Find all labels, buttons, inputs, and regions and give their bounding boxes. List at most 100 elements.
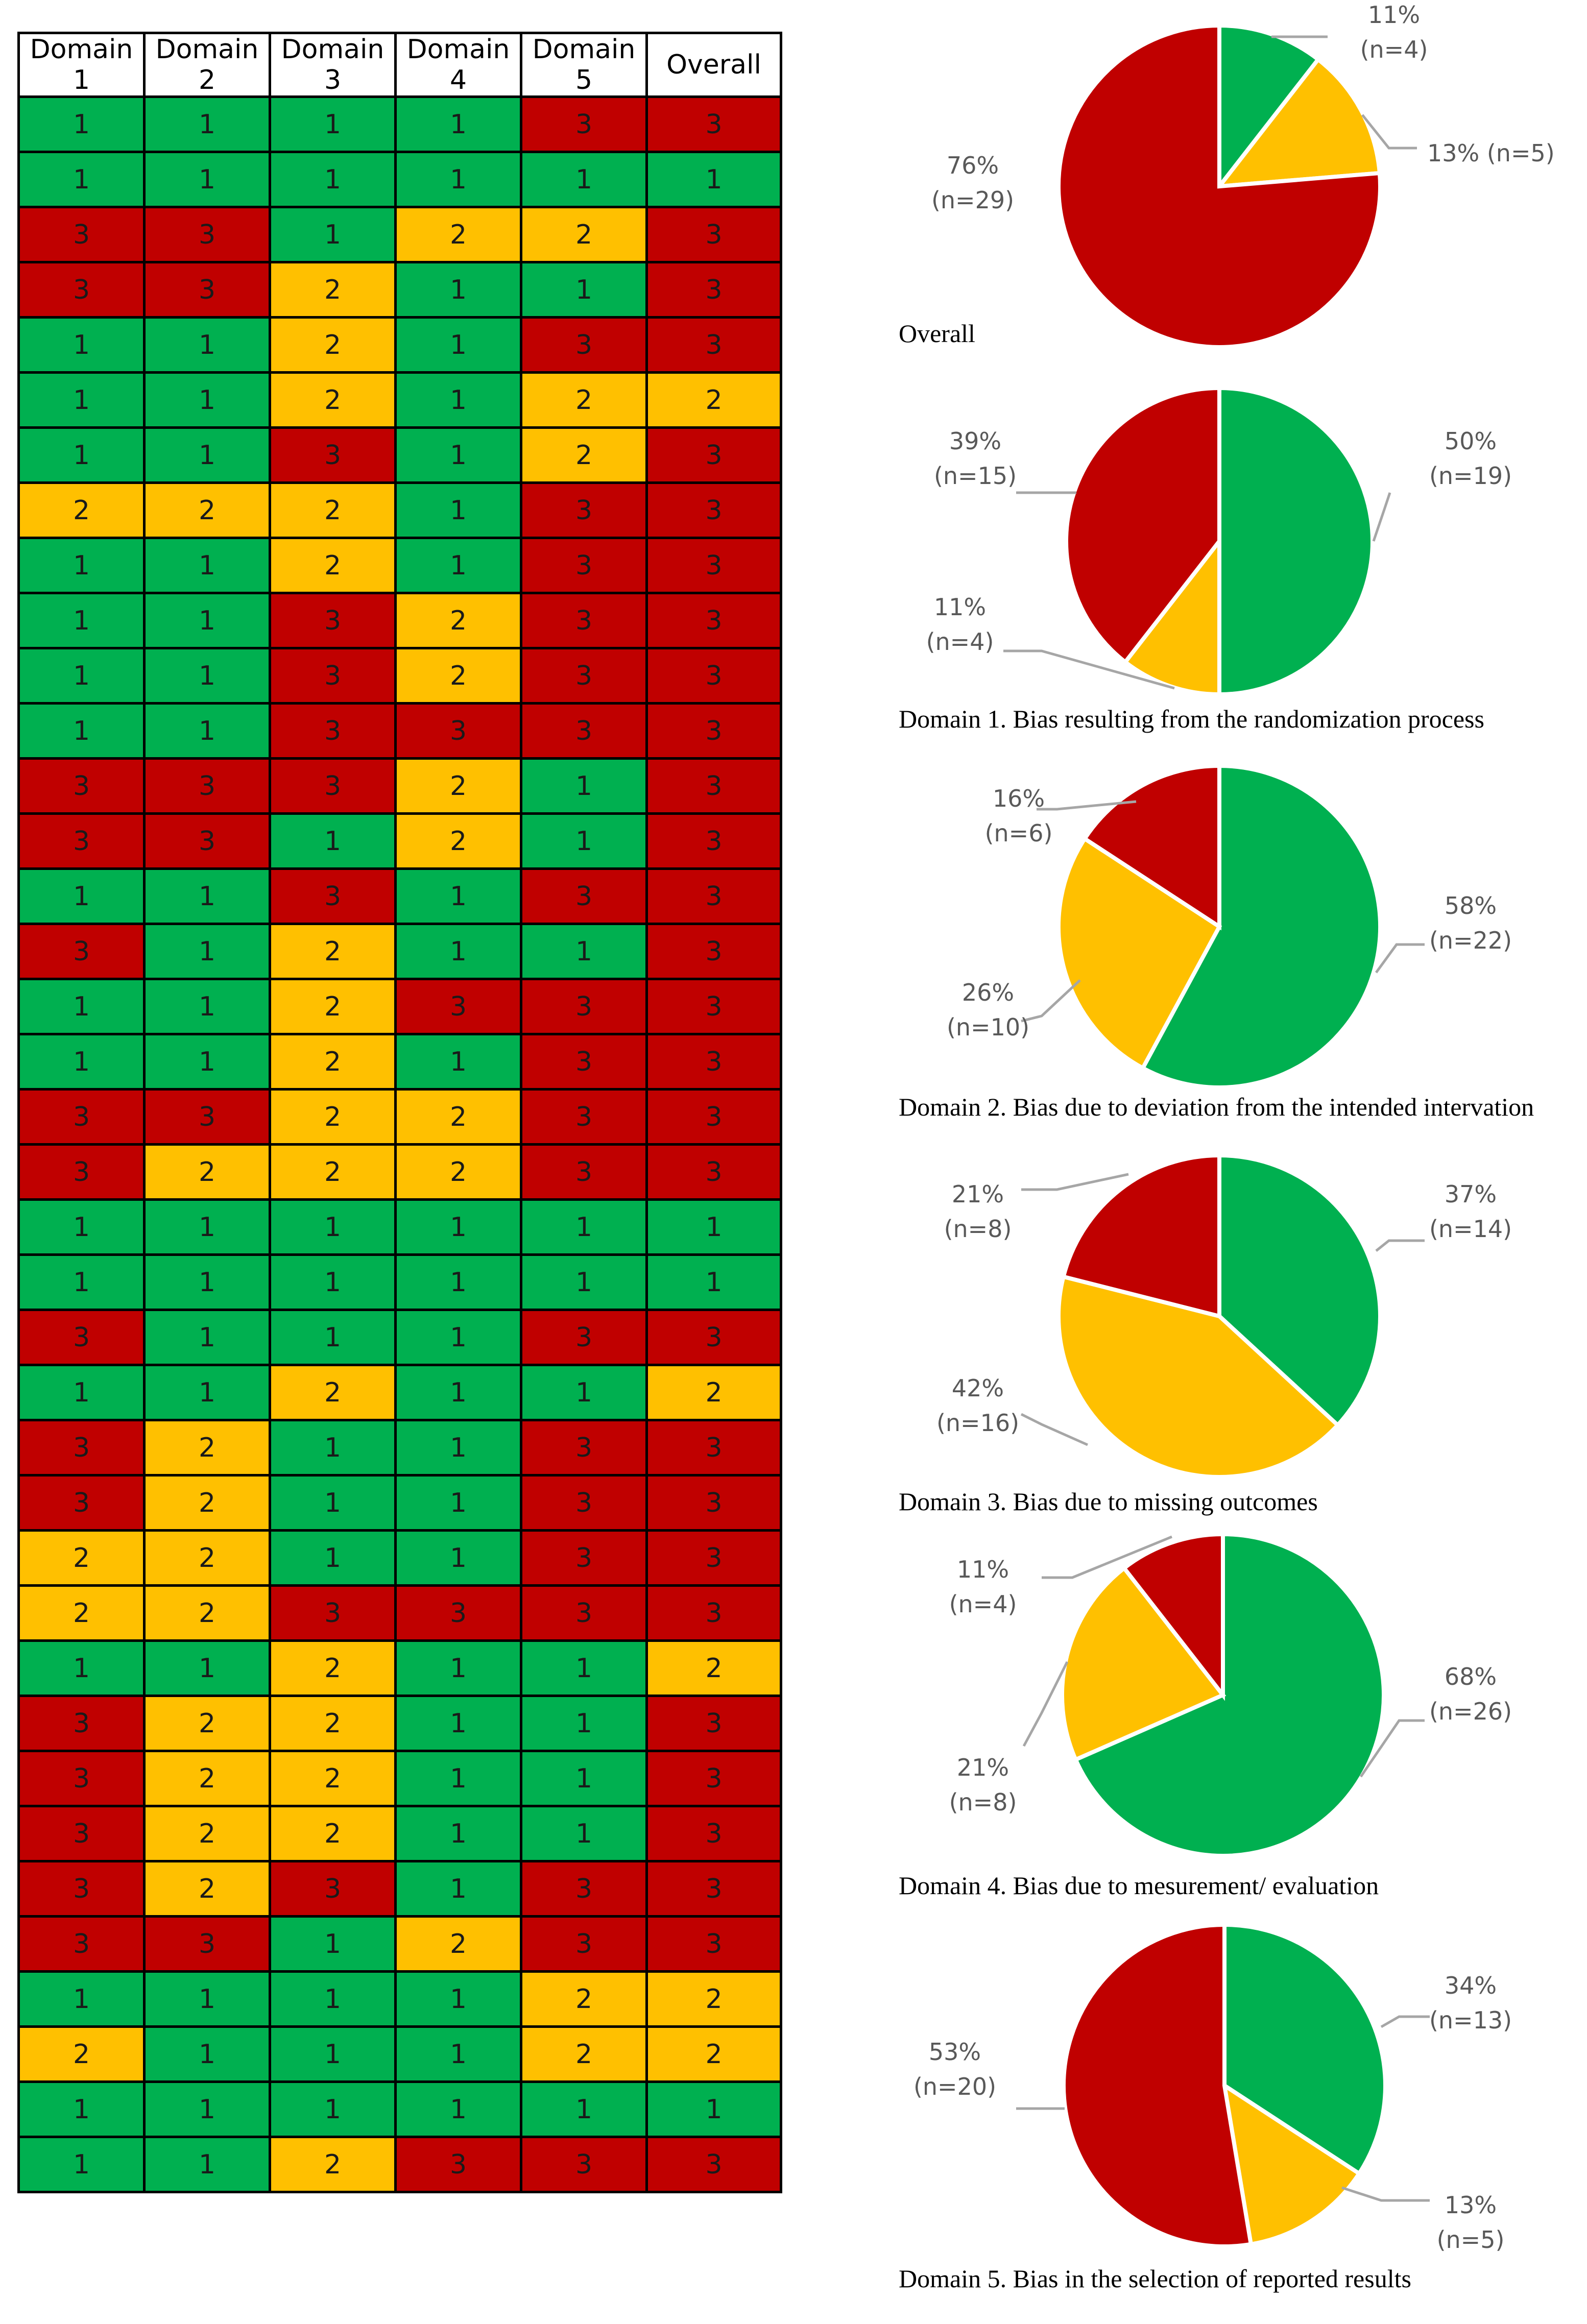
rating-cell: 3: [520, 1419, 648, 1476]
rating-cell: 3: [520, 647, 648, 705]
rating-cell: 1: [394, 151, 522, 208]
rating-cell: 2: [269, 1364, 397, 1421]
slice-count-label: (n=15): [934, 462, 1017, 490]
leader-line: [1042, 1535, 1172, 1579]
rating-cell: 1: [394, 1639, 522, 1697]
rating-cell: 3: [269, 867, 397, 925]
slice-percent-label: 13%: [1445, 2191, 1497, 2219]
leader-line: [1341, 2186, 1430, 2202]
slice-count-label: (n=4): [949, 1590, 1017, 1618]
slice-percent-label: 42%: [952, 1374, 1004, 1402]
rating-cell: 3: [645, 1584, 782, 1642]
slice-count-label: (n=5): [1437, 2226, 1505, 2254]
rating-cell: 2: [269, 537, 397, 594]
rating-cell: 3: [17, 1143, 146, 1201]
rating-cell: 3: [645, 1143, 782, 1201]
slice-percent-label: 34%: [1445, 1972, 1497, 1999]
rating-cell: 1: [520, 1198, 648, 1256]
rating-cell: 1: [143, 978, 271, 1035]
rating-cell: 3: [645, 1529, 782, 1587]
slice-count-label: (n=16): [936, 1409, 1019, 1437]
pie-caption: Domain 2. Bias due to deviation from the…: [899, 1093, 1534, 1121]
rating-cell: 2: [269, 2136, 397, 2193]
rating-cell: 2: [645, 371, 782, 429]
rating-cell: 3: [269, 592, 397, 649]
rating-cell: 3: [645, 481, 782, 539]
rating-cell: 1: [269, 95, 397, 153]
slice-count-label: (n=6): [985, 819, 1053, 847]
rating-cell: 1: [520, 1805, 648, 1862]
rating-cell: 3: [143, 757, 271, 815]
rating-cell: 3: [645, 537, 782, 594]
rating-cell: 1: [143, 592, 271, 649]
pie-chart: 50% (n=19) 11% (n=4) 39% (n=15) Domain 1. Bias…: [899, 385, 1512, 733]
rating-cell: 1: [394, 1033, 522, 1091]
rating-cell: 3: [520, 978, 648, 1035]
rating-cell: 3: [17, 206, 146, 263]
leader-line: [1037, 800, 1137, 811]
leader-line: [1022, 1661, 1069, 1747]
rating-cell: 2: [269, 371, 397, 429]
rating-cell: 3: [143, 1088, 271, 1146]
slice-count-label: (n=8): [944, 1215, 1012, 1243]
rating-cell: 3: [645, 261, 782, 319]
rating-cell: 1: [269, 812, 397, 870]
rating-cell: 1: [269, 1529, 397, 1587]
header-domain-5: Domain 5: [520, 32, 648, 98]
slice-count-label: (n=26): [1429, 1698, 1512, 1725]
rating-cell: 3: [17, 1419, 146, 1476]
rating-cell: 3: [645, 978, 782, 1035]
rating-cell: 1: [645, 1253, 782, 1311]
slice-percent-label: 50%: [1445, 427, 1497, 455]
rating-cell: 1: [17, 592, 146, 649]
slice-count-label: (n=20): [913, 2073, 996, 2100]
pie-slice: [1056, 836, 1222, 1071]
rating-cell: 3: [520, 1529, 648, 1587]
rating-cell: 3: [17, 1694, 146, 1752]
rating-cell: 3: [520, 481, 648, 539]
rating-cell: 1: [143, 1033, 271, 1091]
pie-slice: [1081, 763, 1221, 931]
rating-cell: 2: [645, 1970, 782, 2028]
rating-cell: 2: [520, 1970, 648, 2028]
rating-cell: 1: [143, 1309, 271, 1366]
pie-chart: 68% (n=26) 21% (n=8) 11% (n=4) Domain 4. Bias …: [899, 1532, 1512, 1900]
rating-cell: 2: [520, 371, 648, 429]
rating-cell: 1: [17, 1198, 146, 1256]
rating-cell: 1: [17, 867, 146, 925]
rating-cell: 3: [520, 702, 648, 760]
rating-cell: 1: [17, 978, 146, 1035]
leader-line: [1021, 979, 1081, 1023]
rating-cell: 3: [17, 1805, 146, 1862]
rating-cell: 3: [520, 2136, 648, 2193]
slice-label: 13% (n=5): [1427, 139, 1555, 167]
rating-cell: 2: [143, 1860, 271, 1918]
rating-cell: 3: [269, 426, 397, 484]
rating-cell: 2: [520, 206, 648, 263]
rating-cell: 1: [394, 371, 522, 429]
rating-cell: 1: [394, 261, 522, 319]
rating-cell: 1: [143, 1198, 271, 1256]
leader-line: [1375, 1239, 1425, 1252]
rating-cell: 1: [645, 2080, 782, 2138]
rating-cell: 2: [269, 316, 397, 374]
rating-cell: 2: [17, 481, 146, 539]
pie-chart: 34% (n=13) 13% (n=5) 53% (n=20) Domain 5. Bias…: [899, 1922, 1512, 2293]
rating-cell: 3: [520, 537, 648, 594]
rating-cell: 2: [143, 1584, 271, 1642]
rating-cell: 2: [269, 923, 397, 980]
rating-cell: 1: [269, 1915, 397, 1973]
rating-cell: 1: [269, 206, 397, 263]
